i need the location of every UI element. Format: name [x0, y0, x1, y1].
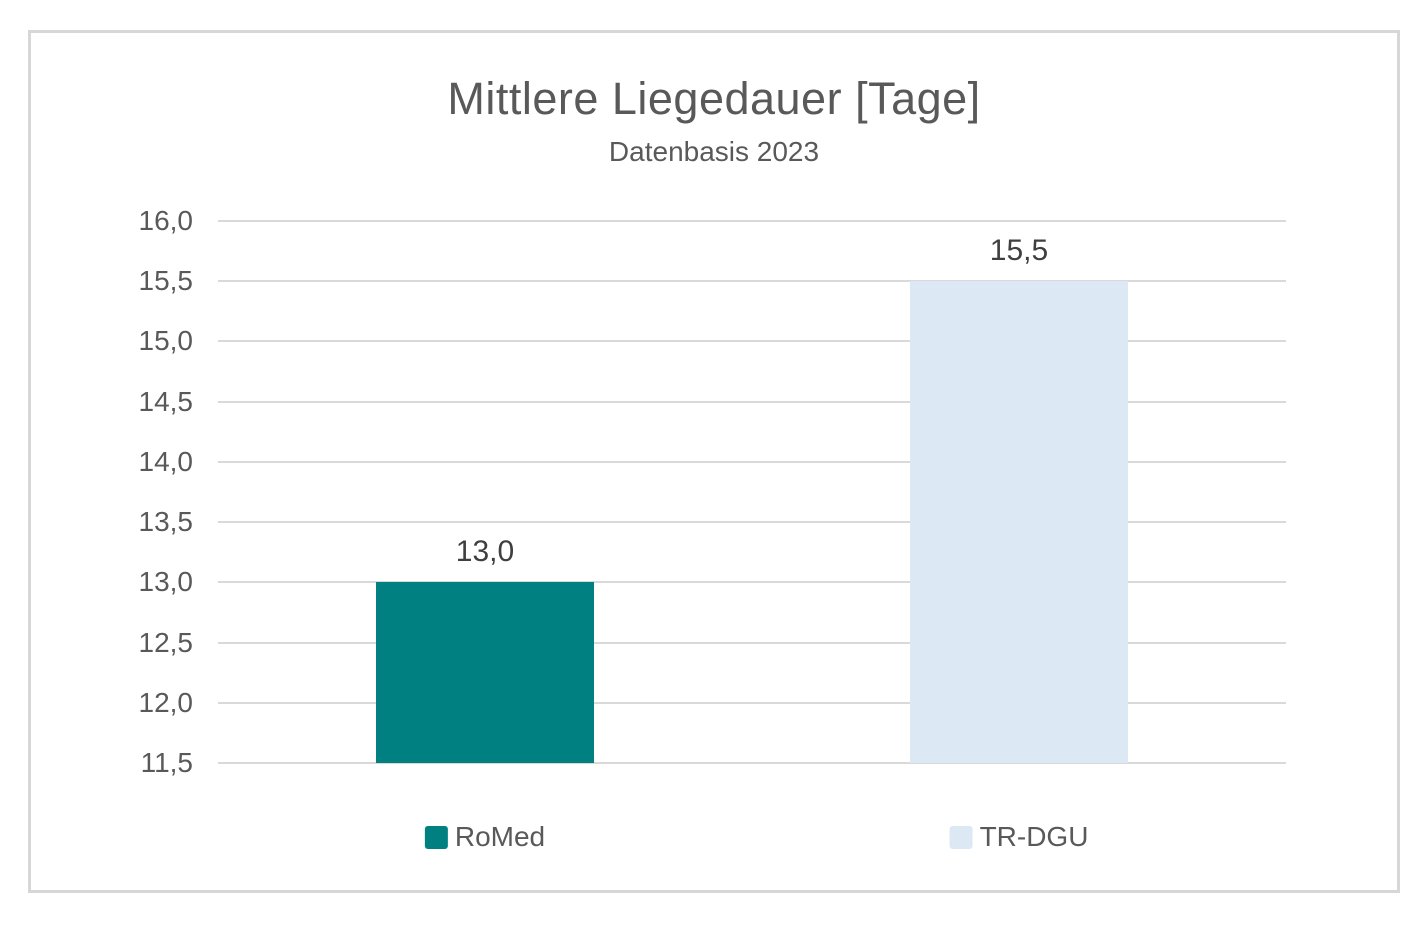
gridline: [218, 521, 1286, 524]
plot-area: 16,0 15,5 15,0 14,5 14,0 13,5 13,0 12,5 12,0 11,5…: [139, 205, 1286, 778]
legend-marker-tr-dgu: [949, 825, 973, 849]
gridline: [218, 701, 1286, 704]
chart-title: Mittlere Liegedauer [Tage]: [447, 73, 981, 124]
y-axis-tick-label: 15,5: [138, 265, 194, 297]
gridline: [218, 460, 1286, 463]
y-axis-tick-label: 13,0: [138, 566, 194, 598]
gridline: [218, 762, 1286, 764]
legend-item-romed: RoMed: [424, 821, 546, 853]
bar-tr-dgu: [910, 281, 1128, 763]
y-axis-tick-label: 16,0: [138, 205, 194, 236]
gridline: [218, 400, 1286, 403]
bar-value-label-tr-dgu: 15,5: [989, 234, 1049, 268]
legend-label-romed: RoMed: [454, 821, 546, 852]
gridline: [218, 581, 1286, 584]
y-axis-tick-label: 13,5: [138, 506, 194, 538]
legend: RoMed TR-DGU: [218, 821, 1286, 857]
gridline: [218, 641, 1286, 644]
chart-frame: Mittlere Liegedauer [Tage] Datenbasis 20…: [28, 30, 1400, 893]
legend-item-tr-dgu: TR-DGU: [949, 821, 1089, 853]
gridline: [218, 280, 1286, 283]
bar-romed: [376, 582, 594, 763]
y-axis-tick-label: 12,0: [138, 686, 194, 718]
gridline: [218, 220, 1286, 222]
legend-marker-romed: [424, 825, 448, 849]
y-axis-tick-label: 14,5: [138, 385, 194, 417]
y-axis-tick-label: 15,0: [138, 325, 194, 357]
bar-value-label-romed: 13,0: [455, 535, 515, 569]
y-axis-tick-label: 12,5: [138, 626, 194, 658]
y-axis-tick-label: 14,0: [138, 445, 194, 477]
chart-subtitle: Datenbasis 2023: [608, 136, 820, 167]
y-axis-tick-label: 11,5: [140, 747, 193, 778]
legend-label-tr-dgu: TR-DGU: [979, 821, 1089, 852]
gridline: [218, 340, 1286, 343]
